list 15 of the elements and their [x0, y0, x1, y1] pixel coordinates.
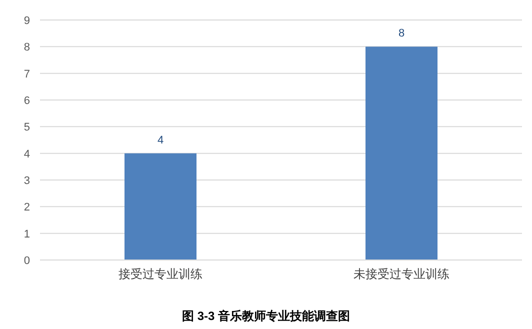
data-label: 8	[398, 28, 405, 40]
data-label: 4	[157, 134, 164, 146]
y-tick-label: 4	[24, 148, 30, 160]
y-tick-label: 2	[24, 202, 30, 214]
x-tick-label: 接受过专业训练	[118, 267, 202, 281]
x-tick-label: 未接受过专业训练	[354, 267, 450, 281]
y-tick-label: 3	[24, 175, 30, 187]
y-tick-label: 8	[24, 42, 30, 54]
y-tick-label: 9	[24, 15, 30, 27]
text: 图 3-3 音乐教师专业技能调查图	[182, 309, 350, 323]
y-tick-label: 7	[24, 68, 30, 80]
y-tick-label: 1	[24, 228, 30, 240]
y-tick-label: 5	[24, 122, 30, 134]
y-tick-label: 6	[24, 95, 30, 107]
y-tick-label: 0	[24, 255, 30, 267]
